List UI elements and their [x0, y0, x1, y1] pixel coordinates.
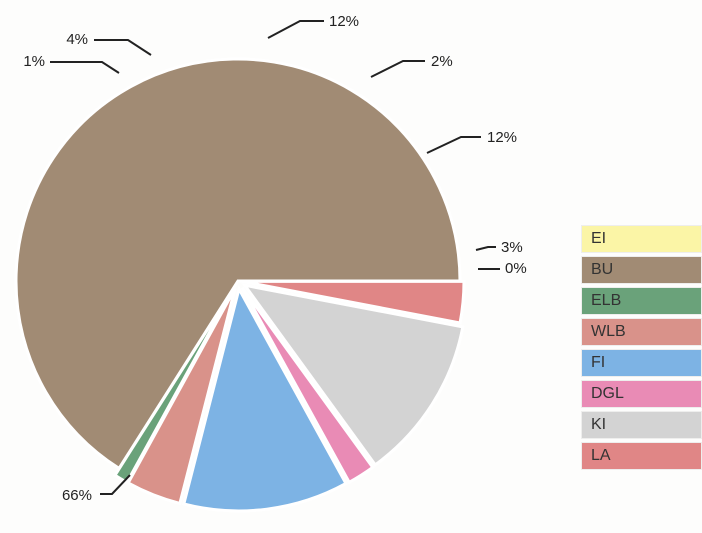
legend-label: WLB	[591, 323, 626, 340]
leader-line-bu	[100, 474, 131, 495]
legend-swatch	[582, 381, 701, 407]
legend-label: FI	[591, 354, 606, 371]
data-label-wlb: 4%	[66, 31, 88, 48]
legend-swatch	[582, 288, 701, 314]
pie-slice-dgl	[240, 286, 375, 485]
leader-line-fi	[267, 20, 324, 39]
leader-line-elb	[50, 61, 120, 74]
legend-swatch	[582, 257, 701, 283]
data-label-dgl: 2%	[431, 53, 453, 70]
legend-swatch	[582, 443, 701, 469]
data-label-ei: 0%	[505, 260, 527, 277]
legend-label: BU	[591, 261, 614, 278]
legend-item-ki: KI	[581, 411, 702, 439]
legend-item-ei: EI	[581, 225, 702, 253]
legend-swatch	[582, 350, 701, 376]
legend-swatch	[582, 412, 701, 438]
leader-line-wlb	[94, 39, 152, 56]
legend-label: ELB	[591, 292, 622, 309]
data-label-bu: 66%	[62, 487, 92, 504]
legend-item-wlb: WLB	[581, 318, 702, 346]
data-label-elb: 1%	[23, 53, 45, 70]
legend-item-elb: ELB	[581, 287, 702, 315]
leader-line-dgl	[370, 60, 425, 78]
legend-swatch	[582, 319, 701, 345]
legend-item-dgl: DGL	[581, 380, 702, 408]
pie-slice-bu	[14, 57, 462, 471]
data-label-fi: 12%	[329, 13, 359, 30]
legend-item-bu: BU	[581, 256, 702, 284]
data-label-la: 3%	[501, 239, 523, 256]
leader-line-la	[475, 246, 496, 251]
legend-label: DGL	[591, 385, 624, 402]
pie-slice-wlb	[126, 287, 237, 506]
pie-slice-ki	[241, 283, 465, 467]
leader-line-ki	[426, 136, 481, 154]
chart-legend: EI BU ELB WLB FI DGL KI LA	[581, 225, 702, 473]
data-label-ki: 12%	[487, 129, 517, 146]
legend-item-la: LA	[581, 442, 702, 470]
legend-label: LA	[591, 447, 611, 464]
pie-slice-fi	[181, 284, 348, 513]
legend-swatch	[582, 226, 701, 252]
legend-label: KI	[591, 416, 607, 433]
legend-item-fi: FI	[581, 349, 702, 377]
pie-slice-la	[241, 279, 466, 325]
legend-label: EI	[591, 230, 607, 247]
